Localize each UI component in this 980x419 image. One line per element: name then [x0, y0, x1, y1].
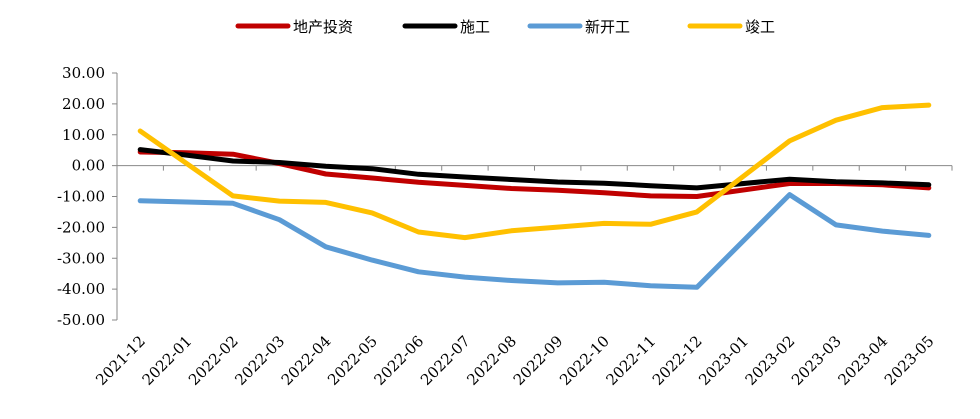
legend-label-2: 新开工	[585, 18, 630, 36]
series-line-0	[137, 149, 932, 199]
legend: 地产投资 施工 新开工 竣工	[235, 18, 775, 36]
y-tick-label: -10.00	[57, 188, 105, 206]
y-tick-label: 20.00	[62, 95, 105, 113]
x-tick-label: 2022-03	[231, 332, 288, 389]
x-tick-label: 2022-11	[602, 332, 659, 389]
series-line-2	[137, 192, 932, 290]
y-tick-label: -20.00	[57, 218, 105, 236]
y-axis: 30.00 20.00 10.00 0.00 -10.00 -20.00 -30.00 -40…	[57, 64, 118, 329]
y-tick-label: 30.00	[62, 64, 105, 82]
legend-label-0: 地产投资	[293, 18, 353, 36]
x-tick-label: 2022-08	[463, 332, 520, 389]
y-tick-label: -50.00	[57, 311, 105, 329]
x-tick-label: 2022-02	[185, 332, 242, 389]
x-tick-label: 2023-05	[881, 332, 938, 389]
x-tick-label: 2022-09	[510, 332, 567, 389]
y-tick-label: -30.00	[57, 249, 105, 267]
x-tick-label: 2022-05	[324, 332, 381, 389]
x-tick-label: 2022-07	[417, 332, 474, 389]
legend-label-1: 施工	[460, 18, 490, 36]
legend-label-3: 竣工	[745, 18, 775, 36]
x-tick-label: 2023-04	[834, 332, 891, 389]
x-tick-label: 2022-01	[139, 332, 196, 389]
x-axis: 2021-122022-012022-022022-032022-042022-…	[92, 165, 953, 389]
x-tick-label: 2022-06	[371, 332, 428, 389]
y-tick-label: 10.00	[62, 126, 105, 144]
x-tick-label: 2023-01	[695, 332, 752, 389]
series-line-3	[137, 102, 932, 241]
x-tick-label: 2023-02	[742, 332, 799, 389]
x-tick-label: 2022-12	[649, 332, 706, 389]
x-tick-label: 2022-04	[278, 332, 335, 389]
x-tick-label: 2022-10	[556, 332, 613, 389]
y-tick-label: -40.00	[57, 280, 105, 298]
x-tick-label: 2023-03	[788, 332, 845, 389]
y-tick-label: 0.00	[72, 157, 105, 175]
series-layer	[137, 102, 932, 290]
x-tick-label: 2021-12	[92, 332, 149, 389]
series-line-1	[137, 147, 932, 191]
